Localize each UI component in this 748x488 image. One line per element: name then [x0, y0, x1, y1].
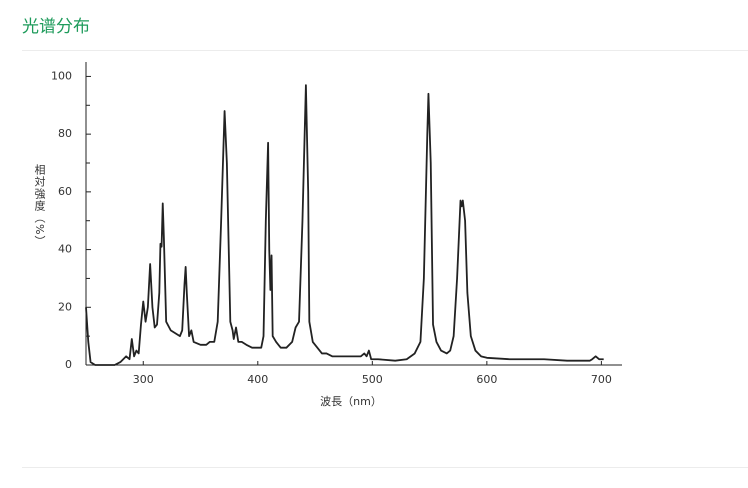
y-tick-label: 0	[65, 358, 72, 371]
x-tick-label: 500	[362, 373, 383, 386]
x-tick-label: 700	[591, 373, 612, 386]
y-tick-label: 40	[58, 243, 72, 256]
y-axis-label: 相対強度（%）	[33, 164, 46, 248]
y-tick-label: 60	[58, 185, 72, 198]
spectrum-line	[85, 84, 604, 366]
y-tick-label: 100	[51, 69, 72, 82]
x-tick-label: 400	[247, 373, 268, 386]
y-tick-label: 20	[58, 300, 72, 313]
y-tick-label: 80	[58, 127, 72, 140]
chart-title: 光谱分布	[22, 17, 90, 37]
x-tick-label: 600	[476, 373, 497, 386]
x-tick-label: 300	[133, 373, 154, 386]
x-axis-label: 波長（nm）	[320, 395, 382, 408]
